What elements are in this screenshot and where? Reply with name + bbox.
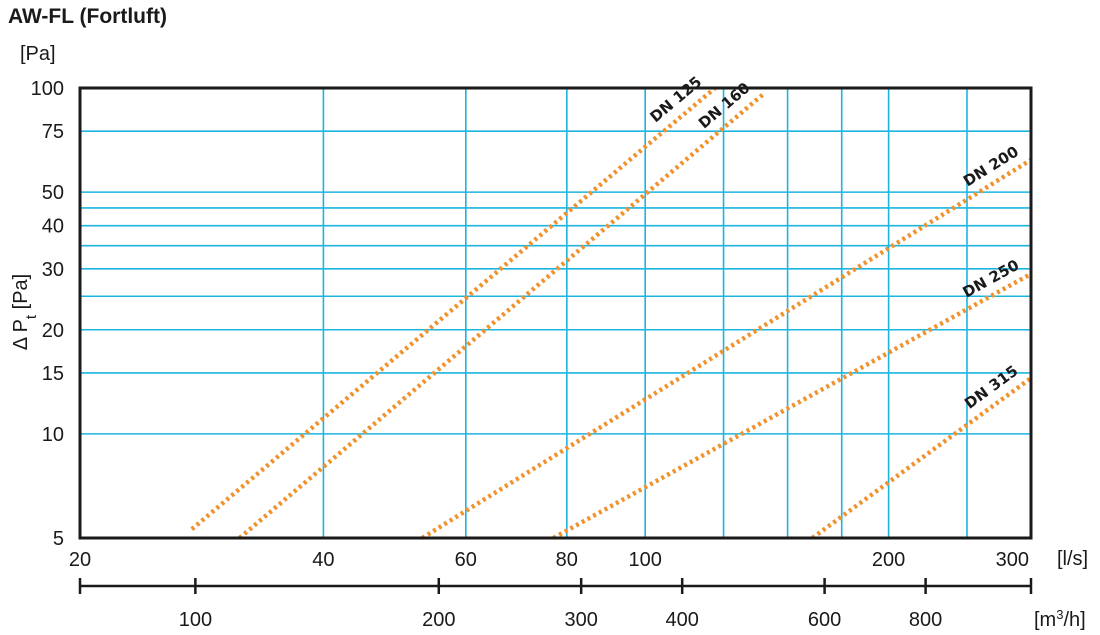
series-line-dn-250 [552, 271, 1033, 540]
series-line-dn-315 [811, 376, 1033, 540]
y-axis-label: Δ Pt [Pa] [10, 274, 40, 350]
grid [80, 88, 1031, 538]
x-axis-unit: [l/s] [1057, 548, 1088, 570]
x-tick-label-60: 60 [455, 549, 477, 571]
chart-title: AW-FL (Fortluft) [8, 5, 167, 28]
x2-tick-label-800: 800 [909, 609, 942, 631]
y-axis-label-suffix: [Pa] [10, 274, 32, 315]
x2-tick-label-200: 200 [422, 609, 455, 631]
x2-tick-label-600: 600 [808, 609, 841, 631]
y-axis-label-subscript: t [23, 314, 40, 319]
y-tick-label-15: 15 [42, 363, 64, 385]
series-line-dn-125 [190, 86, 717, 531]
y-tick-label-20: 20 [42, 320, 64, 342]
series-line-dn-160 [238, 92, 765, 540]
series-line-dn-200 [421, 157, 1033, 540]
x2-axis-unit-base: [m [1034, 609, 1056, 631]
x2-tick-label-100: 100 [179, 609, 212, 631]
x2-tick-label-300: 300 [565, 609, 598, 631]
plot-frame [78, 86, 1033, 540]
y-tick-label-5: 5 [53, 528, 64, 550]
x2-axis-unit-sup: 3 [1056, 607, 1063, 622]
x-tick-label-200: 200 [872, 549, 905, 571]
x-tick-label-40: 40 [312, 549, 334, 571]
x-tick-label-20: 20 [69, 549, 91, 571]
y-tick-label-30: 30 [42, 259, 64, 281]
x2-axis-unit: [m3/h] [1034, 607, 1086, 632]
y-axis-unit: [Pa] [20, 43, 56, 65]
x-tick-label-80: 80 [556, 549, 578, 571]
x2-axis-unit-end: /h] [1063, 609, 1085, 631]
y-tick-label-10: 10 [42, 424, 64, 446]
x2-tick-label-400: 400 [666, 609, 699, 631]
y-tick-label-50: 50 [42, 182, 64, 204]
x-tick-label-100: 100 [629, 549, 662, 571]
y-tick-label-75: 75 [42, 121, 64, 143]
y-axis-label-main: Δ P [10, 319, 32, 350]
ticks-layer: 5 10 15 20 30 40 50 75 100 20 40 60 80 100 200 300 100 20… [31, 78, 1033, 631]
y-tick-label-100: 100 [31, 78, 64, 100]
x-tick-label-300: 300 [996, 549, 1029, 571]
y-tick-label-40: 40 [42, 216, 64, 238]
